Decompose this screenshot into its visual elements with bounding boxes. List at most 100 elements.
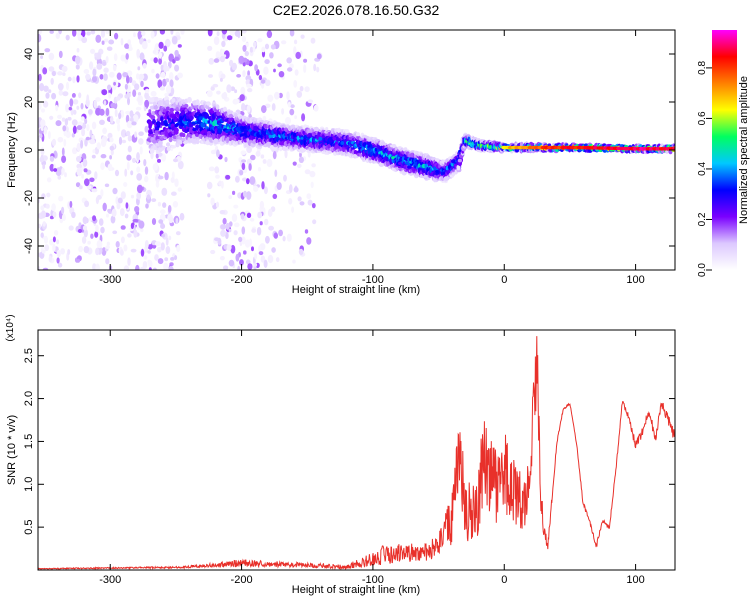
bottom-y-axis-label: SNR (10 * v/v) xyxy=(6,415,18,485)
heatmap-cell xyxy=(42,267,49,270)
heatmap-cell xyxy=(39,156,45,163)
heatmap-cell xyxy=(257,167,262,172)
heatmap-cell xyxy=(130,170,134,176)
heatmap-cell xyxy=(117,123,121,132)
heatmap-cell xyxy=(207,106,212,110)
heatmap-cell xyxy=(157,79,163,88)
heatmap-cell xyxy=(137,30,141,40)
heatmap-cell xyxy=(127,233,132,238)
heatmap-cell xyxy=(290,104,295,109)
heatmap-cell xyxy=(72,76,76,84)
heatmap-cell xyxy=(160,71,166,78)
heatmap-cell xyxy=(313,63,317,72)
heatmap-cell xyxy=(289,184,293,193)
heatmap-cell xyxy=(61,65,68,73)
y-tick-label: 0 xyxy=(23,147,35,153)
heatmap-cell xyxy=(263,66,269,75)
heatmap-cell xyxy=(166,146,171,152)
heatmap-cell xyxy=(225,174,231,180)
heatmap-cell xyxy=(457,158,462,163)
heatmap-cell xyxy=(160,116,164,122)
heatmap-cell xyxy=(165,85,172,94)
heatmap-cell xyxy=(221,180,224,189)
heatmap-cell xyxy=(53,168,58,172)
heatmap-cell xyxy=(303,64,307,73)
snr-panel: -300 -200 -100 0 100 0.51.01.52.02.5 Height … xyxy=(5,314,676,596)
heatmap-cell xyxy=(240,213,245,220)
heatmap-cell xyxy=(141,41,148,50)
heatmap-cell xyxy=(103,73,108,81)
heatmap-cell xyxy=(245,75,252,82)
heatmap-cell xyxy=(246,191,252,200)
heatmap-cell xyxy=(227,35,233,41)
heatmap-cell xyxy=(57,262,63,268)
heatmap-cell xyxy=(253,185,259,192)
heatmap-cell xyxy=(241,103,246,112)
heatmap-cell xyxy=(134,131,138,138)
heatmap-cell xyxy=(61,147,65,156)
heatmap-cell xyxy=(140,80,144,88)
heatmap-cell xyxy=(119,208,125,217)
x-tick-label: -300 xyxy=(99,274,121,286)
heatmap-cell xyxy=(55,167,62,177)
colorbar-tick-label: 0.8 xyxy=(697,61,708,75)
heatmap-cell xyxy=(49,30,54,34)
heatmap-cell xyxy=(258,245,262,253)
heatmap-cell xyxy=(120,129,127,138)
heatmap-cell xyxy=(300,34,305,39)
heatmap-cell xyxy=(225,222,230,230)
heatmap-cell xyxy=(107,163,113,172)
heatmap-cell xyxy=(282,235,286,242)
heatmap-cell xyxy=(81,173,84,179)
heatmap-cell xyxy=(108,71,115,78)
heatmap-cell xyxy=(170,177,175,183)
heatmap-cell xyxy=(173,158,178,163)
heatmap-cell xyxy=(296,90,303,98)
heatmap-cell xyxy=(49,155,55,162)
heatmap-cell xyxy=(98,218,104,226)
heatmap-cell xyxy=(48,52,55,61)
heatmap-cell xyxy=(248,163,252,171)
heatmap-cell xyxy=(78,245,83,253)
heatmap-cell xyxy=(135,264,140,270)
heatmap-cell xyxy=(72,125,77,134)
heatmap-cell xyxy=(220,224,227,230)
heatmap-cell xyxy=(61,206,65,215)
heatmap-cell xyxy=(239,133,244,138)
heatmap-cell xyxy=(263,186,268,195)
heatmap-cell xyxy=(154,96,159,102)
heatmap-cell xyxy=(118,136,123,145)
heatmap-cell xyxy=(180,30,185,35)
heatmap-cell xyxy=(284,149,288,159)
heatmap-cell xyxy=(223,265,229,270)
heatmap-cell xyxy=(45,92,50,99)
heatmap-cell xyxy=(166,142,171,147)
heatmap-cell xyxy=(140,248,145,257)
heatmap-cell xyxy=(99,108,105,116)
heatmap-cell xyxy=(214,237,220,242)
heatmap-cell xyxy=(76,64,80,70)
heatmap-cell xyxy=(67,249,71,255)
heatmap-cell xyxy=(278,229,283,237)
heatmap-cell xyxy=(239,259,244,266)
heatmap-cell xyxy=(170,257,175,261)
heatmap-cell xyxy=(112,230,118,235)
heatmap-cell xyxy=(213,58,220,63)
heatmap-cell xyxy=(56,239,60,245)
heatmap-cell xyxy=(42,67,48,75)
heatmap-cell xyxy=(251,228,257,233)
heatmap-cell xyxy=(170,109,174,113)
heatmap-cell xyxy=(82,158,88,167)
heatmap-cell xyxy=(275,257,280,263)
heatmap-cell xyxy=(310,37,316,44)
heatmap-cell xyxy=(242,44,247,52)
heatmap-cell xyxy=(210,249,216,255)
heatmap-cell xyxy=(83,69,90,74)
heatmap-cell xyxy=(215,174,220,179)
heatmap-cell xyxy=(127,135,132,142)
heatmap-cell xyxy=(233,230,238,236)
y-multiplier-label: (x10⁴) xyxy=(5,314,16,341)
heatmap-cell xyxy=(89,129,93,138)
x-tick-label: 100 xyxy=(626,274,644,286)
y-tick-label: 1.5 xyxy=(23,434,35,449)
